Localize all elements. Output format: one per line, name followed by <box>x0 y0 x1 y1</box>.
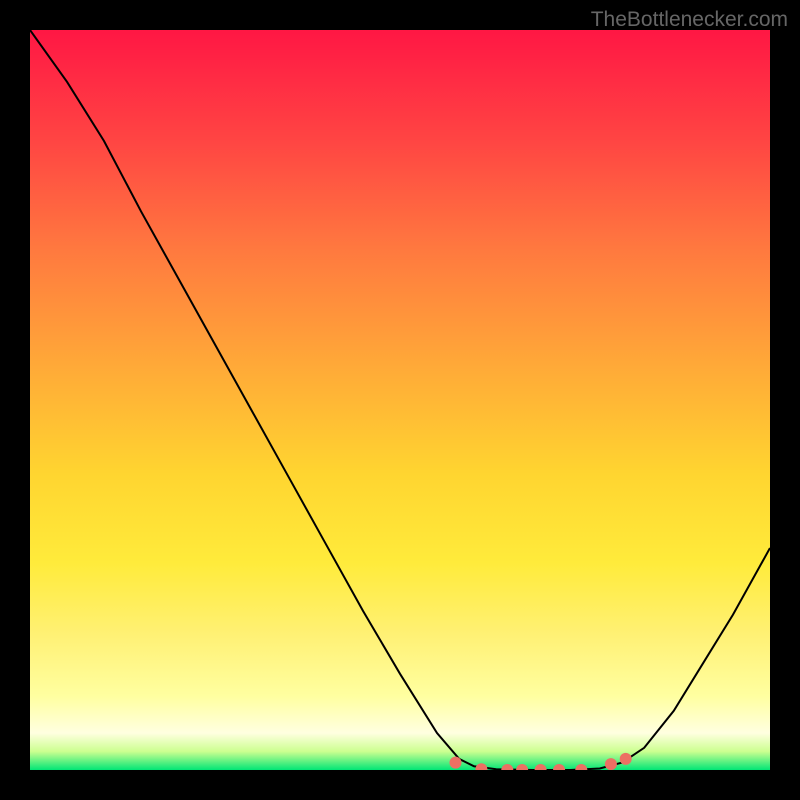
chart-container <box>30 30 770 770</box>
curve-marker <box>575 764 587 770</box>
curve-marker <box>620 753 632 765</box>
watermark-text: TheBottlenecker.com <box>591 8 788 32</box>
curve-marker <box>605 758 617 770</box>
curve-marker <box>450 757 462 769</box>
bottleneck-curve <box>30 30 770 770</box>
curve-marker <box>553 764 565 770</box>
curve-marker <box>475 763 487 770</box>
curve-marker <box>501 764 513 770</box>
curve-marker <box>535 764 547 770</box>
curve-overlay <box>30 30 770 770</box>
curve-marker <box>516 764 528 770</box>
